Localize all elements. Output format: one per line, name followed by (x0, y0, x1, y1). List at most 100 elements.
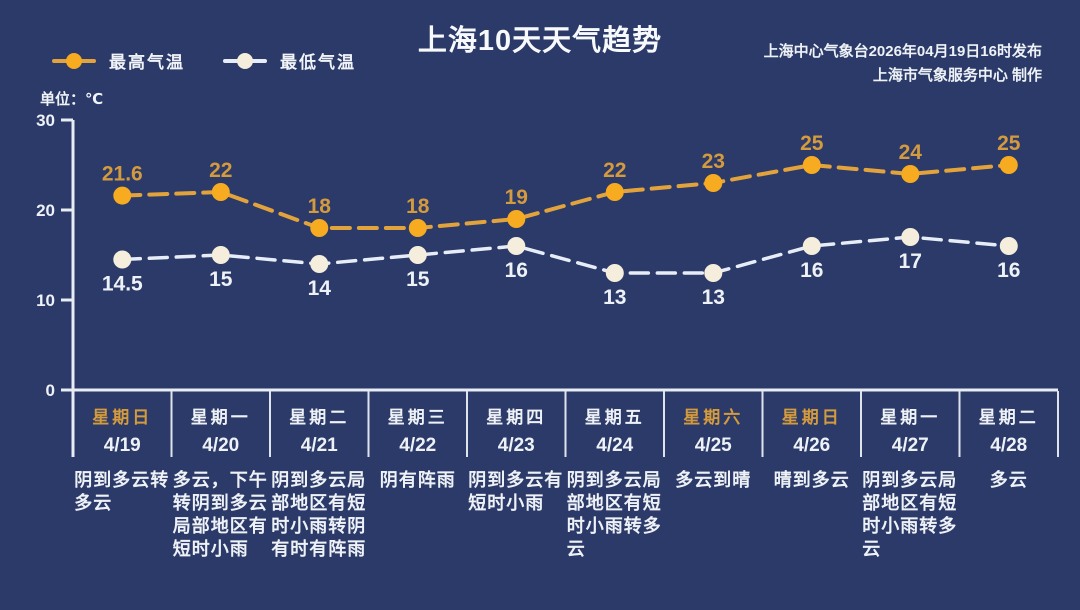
weather-text: 多云 (989, 470, 1028, 490)
date-label: 4/28 (990, 435, 1028, 456)
low-temp-value-label: 13 (702, 286, 725, 309)
chart-legend: 最高气温 最低气温 (52, 48, 356, 73)
weather-text: 阴到多云局部地区有短时小雨转多云 (566, 470, 662, 559)
low-temp-point (901, 228, 920, 246)
day-column: 星期五 4/24 阴到多云局部地区有短时小雨转多云 (566, 390, 665, 561)
weather-text: 阴到多云局部地区有短时小雨转阴有时有阵雨 (271, 470, 367, 559)
high-temp-point (901, 165, 920, 183)
low-temp-marker-icon (223, 52, 267, 70)
weather-text-wrap: 多云到晴 (664, 469, 763, 492)
low-temp-value-label: 15 (209, 268, 233, 291)
date-label: 4/25 (694, 435, 732, 456)
weekday-label: 星期三 (387, 408, 448, 427)
high-temp-value-label: 22 (209, 159, 232, 182)
legend-label-low: 最低气温 (280, 53, 356, 72)
weekday-label: 星期六 (683, 408, 744, 427)
low-temp-point (507, 237, 526, 255)
high-temp-point (507, 210, 526, 228)
high-temp-point (802, 156, 821, 174)
date-label: 4/19 (103, 435, 141, 456)
low-temp-value-label: 15 (406, 268, 430, 291)
legend-label-high: 最高气温 (109, 53, 185, 72)
weekday-label: 星期二 (978, 408, 1039, 427)
weather-text-wrap: 晴到多云 (763, 469, 862, 492)
weather-text-wrap: 阴到多云有短时小雨 (467, 469, 566, 515)
date-label: 4/23 (497, 435, 535, 456)
weather-text-wrap: 阴有阵雨 (369, 469, 468, 492)
y-axis-tick-label: 20 (36, 201, 55, 220)
low-temp-value-label: 16 (505, 259, 528, 282)
weather-text-wrap: 阴到多云局部地区有短时小雨转多云 (861, 469, 960, 561)
day-column: 星期日 4/19 阴到多云转多云 (73, 390, 172, 561)
low-temp-point (704, 264, 723, 282)
low-temp-point (802, 237, 821, 255)
weather-text: 多云到晴 (675, 470, 752, 490)
y-axis-tick-label: 0 (46, 381, 55, 400)
low-temp-point (605, 264, 624, 282)
date-label: 4/21 (300, 435, 338, 456)
weather-text: 阴到多云有短时小雨 (468, 470, 564, 513)
weather-text: 阴到多云局部地区有短时小雨转多云 (862, 470, 958, 559)
high-temp-value-label: 25 (800, 132, 824, 155)
date-label: 4/27 (891, 435, 929, 456)
date-label: 4/24 (596, 435, 634, 456)
source-info: 上海中心气象台2026年04月19日16时发布 上海市气象服务中心 制作 (764, 40, 1042, 88)
low-temp-value-label: 13 (603, 286, 626, 309)
weekday-label: 星期日 (92, 408, 153, 427)
low-temp-point (999, 237, 1018, 255)
weather-text: 阴到多云转多云 (74, 470, 170, 513)
day-column: 星期一 4/20 多云，下午转阴到多云局部地区有短时小雨 (172, 390, 271, 561)
date-label: 4/20 (202, 435, 240, 456)
high-temp-point (113, 186, 132, 205)
weekday-label: 星期四 (486, 408, 547, 427)
date-label: 4/22 (399, 435, 437, 456)
weather-text-wrap: 阴到多云转多云 (73, 469, 172, 515)
weather-text-wrap: 阴到多云局部地区有短时小雨转阴有时有阵雨 (270, 469, 369, 561)
low-temp-value-label: 14 (308, 277, 332, 300)
high-temp-point (408, 219, 427, 237)
low-temp-value-label: 17 (899, 250, 922, 273)
day-column: 星期一 4/27 阴到多云局部地区有短时小雨转多云 (861, 390, 960, 561)
high-temp-value-label: 19 (505, 186, 528, 209)
weekday-label: 星期一 (190, 408, 251, 427)
date-label: 4/26 (793, 435, 831, 456)
y-axis-tick-label: 30 (36, 111, 55, 130)
high-temp-value-label: 25 (997, 132, 1021, 155)
source-line-2: 上海市气象服务中心 制作 (872, 67, 1042, 84)
high-temp-point (704, 174, 723, 192)
y-axis-tick-label: 10 (36, 291, 55, 310)
day-columns: 星期日 4/19 阴到多云转多云 星期一 4/20 多云，下午转阴到多云局部地区有短时小雨… (73, 390, 1058, 561)
high-temp-point (999, 156, 1018, 174)
page-title: 上海10天天气趋势 (417, 25, 663, 57)
high-temp-value-label: 18 (406, 195, 430, 218)
unit-label: 单位：℃ (40, 91, 104, 108)
source-line-1: 上海中心气象台2026年04月19日16时发布 (763, 43, 1042, 60)
weather-text: 多云，下午转阴到多云局部地区有短时小雨 (172, 470, 268, 559)
weather-text-wrap: 阴到多云局部地区有短时小雨转多云 (566, 469, 665, 561)
low-temp-value-label: 14.5 (102, 273, 143, 296)
low-temp-line (120, 235, 1011, 275)
weekday-label: 星期一 (880, 408, 941, 427)
day-column: 星期二 4/21 阴到多云局部地区有短时小雨转阴有时有阵雨 (270, 390, 369, 561)
day-column: 星期六 4/25 多云到晴 (664, 390, 763, 561)
weekday-label: 星期日 (781, 408, 842, 427)
high-temp-point (310, 219, 329, 237)
high-temp-value-label: 21.6 (102, 163, 143, 186)
day-column: 星期四 4/23 阴到多云有短时小雨 (467, 390, 566, 561)
weekday-label: 星期五 (584, 408, 645, 427)
high-temp-value-label: 23 (702, 150, 725, 173)
low-temp-value-label: 16 (997, 259, 1020, 282)
high-temp-marker-icon (52, 52, 96, 70)
high-temp-line (120, 162, 1011, 230)
high-temp-point (605, 183, 624, 201)
weather-text: 晴到多云 (773, 470, 850, 490)
low-temp-point (211, 246, 230, 264)
day-column: 星期二 4/28 多云 (960, 390, 1059, 561)
low-temp-point (113, 250, 132, 269)
legend-item-high-temp: 最高气温 (52, 48, 185, 73)
low-temp-point (310, 255, 329, 273)
weather-text: 阴有阵雨 (379, 470, 456, 490)
high-temp-point (211, 183, 230, 201)
weather-text-wrap: 多云 (960, 469, 1059, 492)
low-temp-point (408, 246, 427, 264)
